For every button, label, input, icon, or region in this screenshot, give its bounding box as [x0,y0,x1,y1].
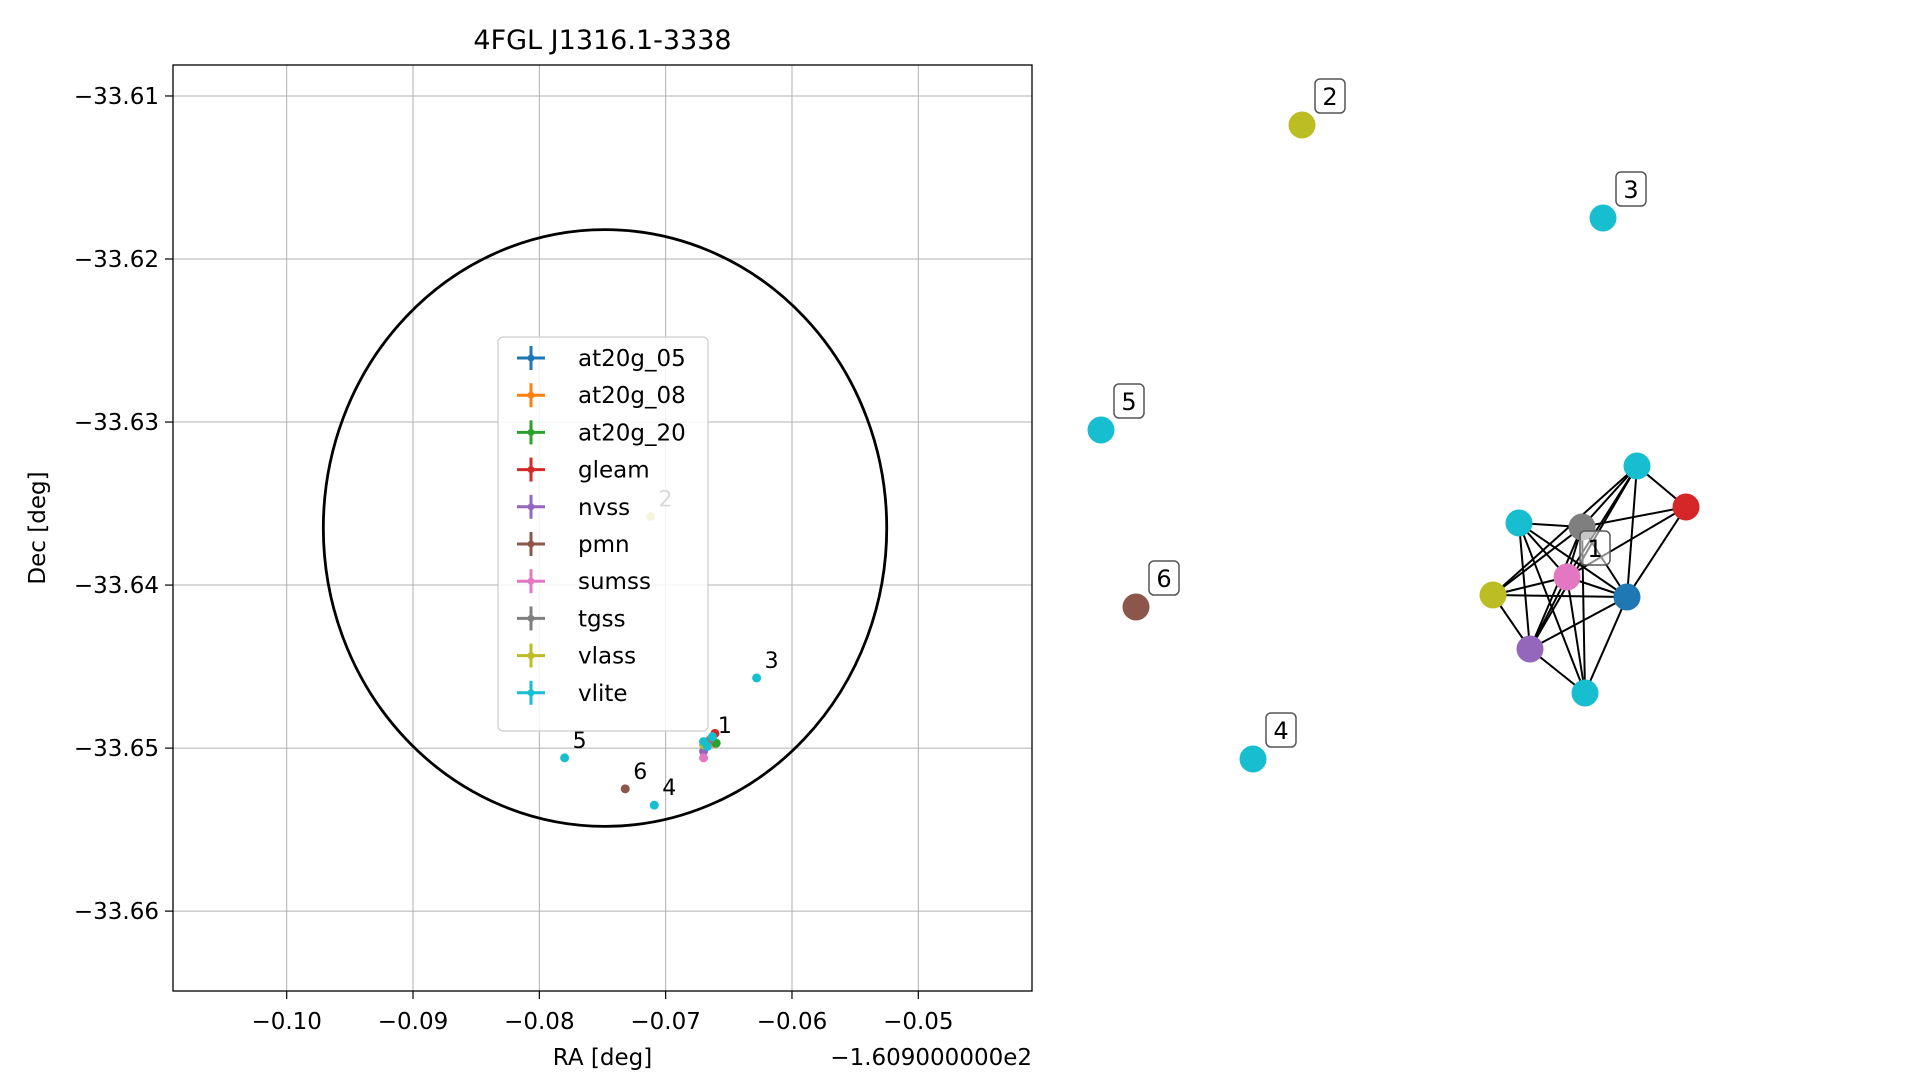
network-edge [1581,465,1638,528]
legend-label: vlite [578,681,628,707]
legend-marker-at20g_05 [527,354,535,362]
network-node [1516,635,1544,663]
plot-frame [172,64,1033,992]
chart-title: 4FGL J1316.1-3338 [473,25,731,56]
x-tick-label: −0.10 [251,1009,321,1035]
network-node [1239,745,1267,773]
x-axis-label: RA [deg] [553,1045,652,1071]
node-label: 4 [1273,717,1288,745]
network-edge [1492,594,1628,598]
network-edge [1529,526,1583,650]
data-point-vlite [702,741,712,751]
y-tick-label: −33.62 [74,247,159,273]
network-node [1288,111,1316,139]
legend-marker-at20g_20 [527,428,535,436]
node-label-box [1113,383,1145,419]
point-annotation: 3 [765,649,779,674]
legend-label: at20g_08 [578,383,686,409]
legend-box [497,336,709,732]
point-annotation: 6 [633,760,647,785]
ticks-layer: −0.10 −0.09 −0.08 −0.07 −0.06 −0.05 −33.61 −33.… [74,84,954,1035]
network-edge [1492,465,1638,596]
points-layer [560,512,762,810]
legend-marker-vlass [527,652,535,660]
legend-label: at20g_20 [578,420,686,446]
legend-marker-at20g_08 [527,391,535,399]
x-tick-label: −0.09 [378,1009,448,1035]
data-point-vlite [649,800,659,810]
legend-marker-gleam [527,466,535,474]
legend-marker-vlite [527,689,535,697]
scatter-panel: 123456 −0.10−0.09−0.08−0.07−0.06−0.05−33… [25,25,1033,1071]
y-tick-label: −33.61 [74,84,159,110]
legend-label: sumss [578,569,651,595]
legend-label: tgss [578,606,626,632]
data-point-vlite [707,732,717,742]
network-edge [1529,596,1628,650]
legend-marker-nvss [527,503,535,511]
data-point-vlite [752,673,762,683]
network-edge [1492,526,1583,596]
legend-label: at20g_05 [578,346,686,372]
node-label-box [1148,560,1180,596]
node-label: 6 [1156,565,1171,593]
legend-label: vlass [578,644,636,670]
network-edge [1626,465,1638,598]
legend-label: pmn [578,532,630,558]
legend-label: gleam [578,458,650,484]
network-node [1623,452,1651,480]
legend-label: nvss [578,495,630,521]
ellipse-layer [321,228,889,828]
network-edge [1518,522,1531,650]
network-node [1672,493,1700,521]
legend-marker-pmn [527,540,535,548]
node-label-box [1615,171,1647,207]
node-label-box [1265,712,1297,748]
x-tick-label: −0.06 [757,1009,827,1035]
network-node [1087,416,1115,444]
node-label: 5 [1121,388,1136,416]
position-ellipse [321,228,889,828]
network-nodes: 2 3 5 6 4 1 [1087,78,1700,773]
network-node [1505,509,1533,537]
node-label-box [1579,530,1611,566]
annotations-layer: 123456 [573,488,779,802]
legend-marker-tgss [527,614,535,622]
network-node [1613,583,1641,611]
network-node [1122,593,1150,621]
point-annotation: 5 [573,729,587,754]
legend-marker-sumss [527,577,535,585]
y-tick-label: −33.63 [74,410,159,436]
node-label: 3 [1623,176,1638,204]
node-label: 1 [1587,535,1602,563]
x-offset-label: −1.609000000e2 [830,1045,1032,1071]
y-tick-label: −33.65 [74,736,159,762]
network-edge [1581,506,1687,528]
y-axis-label: Dec [deg] [25,471,51,584]
x-tick-label: −0.08 [504,1009,574,1035]
point-annotation: 1 [718,714,732,739]
data-point-sumss [699,753,709,763]
x-tick-label: −0.07 [630,1009,700,1035]
node-label: 2 [1322,83,1337,111]
point-annotation: 4 [662,776,676,801]
network-edge [1584,596,1628,694]
y-tick-label: −33.66 [74,899,159,925]
network-node [1589,204,1617,232]
x-tick-label: −0.05 [883,1009,953,1035]
network-edge [1626,506,1687,598]
network-panel: 2 3 5 6 4 1 [1087,78,1700,773]
network-node [1479,581,1507,609]
data-point-pmn [620,784,630,794]
network-node [1553,563,1581,591]
y-tick-label: −33.64 [74,573,159,599]
node-label-box [1314,78,1346,114]
network-node [1571,679,1599,707]
data-point-vlite [560,753,570,763]
